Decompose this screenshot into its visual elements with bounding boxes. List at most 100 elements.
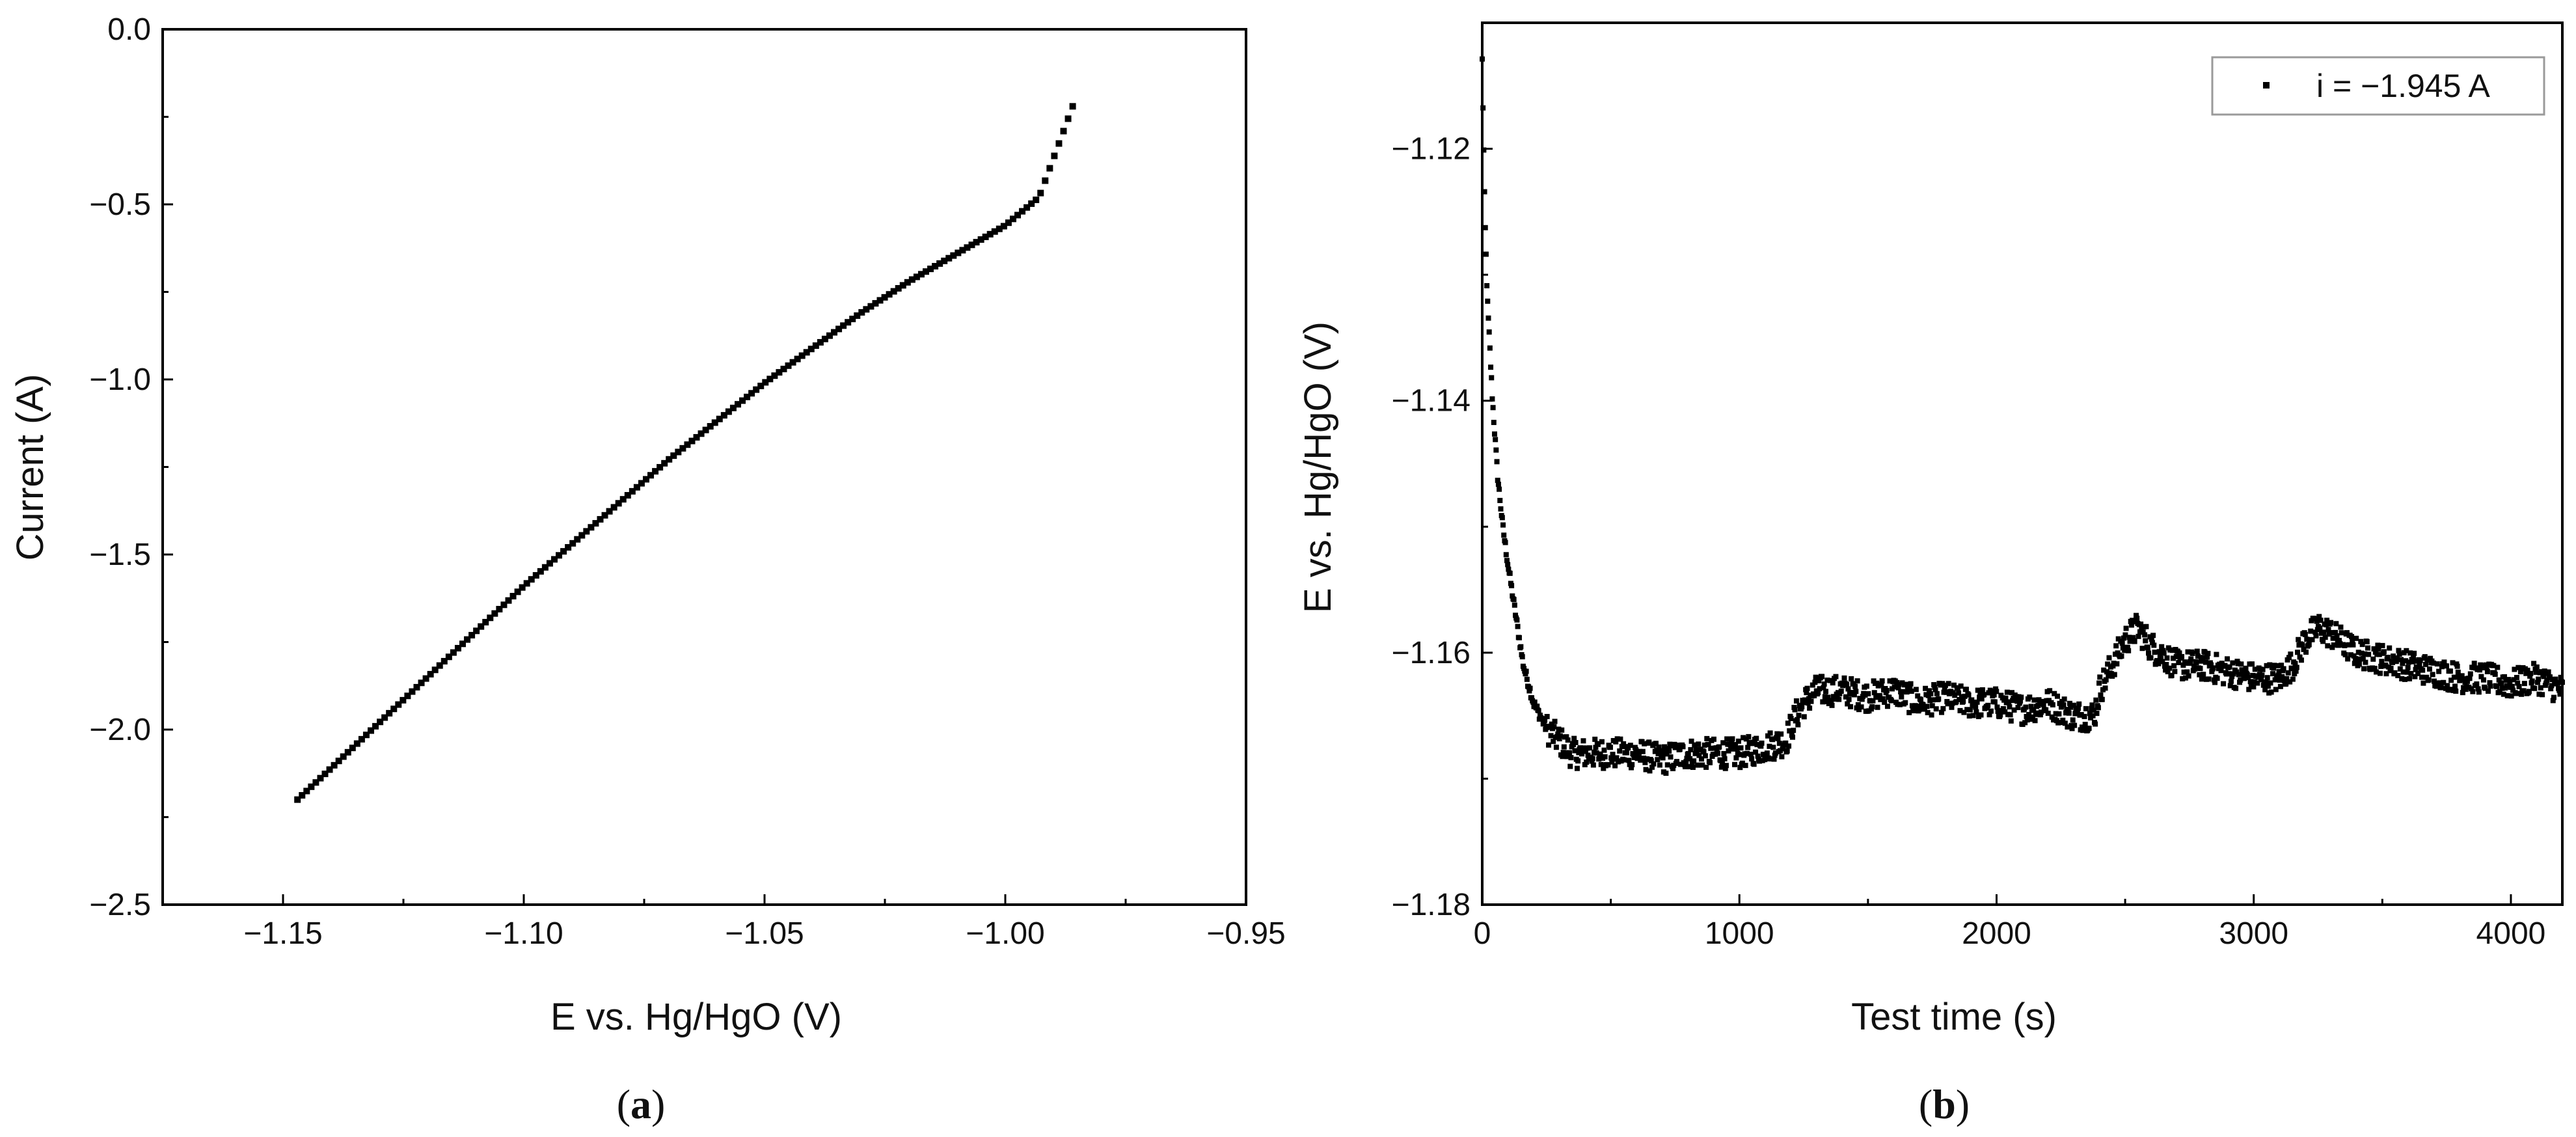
chart-b-data-point — [1656, 744, 1662, 750]
chart-a-data-point — [381, 714, 388, 721]
chart-b-data-point — [1991, 692, 1997, 698]
chart-b-data-point — [1660, 755, 1666, 761]
chart-a-data-point — [519, 584, 526, 591]
chart-b-data-point — [1614, 736, 1620, 742]
chart-b-data-point — [1903, 700, 1908, 705]
chart-b-data-point — [1801, 714, 1807, 720]
chart-a-data-point — [532, 572, 539, 579]
chart-b-data-point — [1548, 733, 1554, 739]
chart-b-data-point — [1759, 740, 1765, 746]
chart-b-data-point — [1981, 692, 1987, 698]
chart-a-data-point — [353, 740, 360, 747]
chart-a-data-point — [478, 623, 485, 630]
chart-b-data-point — [2160, 648, 2166, 653]
chart-b-data-point — [2534, 664, 2540, 670]
chart-b-data-point — [2184, 669, 2190, 675]
chart-b-legend: i = −1.945 A — [2211, 56, 2545, 116]
chart-a-data-point — [400, 696, 407, 704]
chart-b-data-point — [2451, 674, 2457, 680]
chart-b-data-point — [1851, 692, 1857, 698]
chart-b-data-point — [1704, 735, 1710, 741]
chart-b-data-point — [2482, 685, 2488, 691]
chart-b-data-point — [2242, 676, 2247, 681]
chart-b-data-point — [1737, 765, 1743, 771]
chart-b-data-point — [2238, 677, 2244, 683]
chart-b-data-point — [1823, 689, 1829, 694]
chart-b-data-point — [2544, 678, 2550, 683]
chart-b-data-point — [2444, 663, 2450, 669]
chart-b-data-point — [1552, 719, 1558, 724]
chart-b-data-point — [2197, 672, 2203, 678]
chart-b-data-point — [1507, 570, 1513, 576]
chart-a-data-point — [812, 342, 819, 349]
chart-b-data-point — [1598, 761, 1604, 767]
chart-b-data-point — [2202, 649, 2208, 655]
chart-a: −1.15 −1.10 −1.05 −1.00 −0.95 −2.5 −2.0 −1.5 −1… — [9, 12, 1286, 1127]
chart-b-data-point — [2377, 670, 2383, 676]
chart-b-data-point — [2517, 669, 2523, 675]
chart-a-data-point — [569, 540, 576, 547]
chart-b-data-point — [1501, 532, 1507, 538]
chart-a-data-point — [941, 257, 948, 264]
chart-b-data-point — [1720, 740, 1726, 746]
chart-b-data-point — [2027, 694, 2033, 700]
chart-b-data-point — [1792, 707, 1798, 713]
chart-b-data-point — [2477, 667, 2483, 673]
chart-b-data-point — [2271, 665, 2277, 671]
chart-b-data-point — [1986, 712, 1992, 718]
chart-b-data-point — [1504, 558, 1510, 564]
chart-b-data-point — [2478, 674, 2484, 679]
chart-b-data-point — [1668, 754, 1674, 760]
chart-b-data-point — [1627, 743, 1633, 748]
chart-b-data-point — [2314, 618, 2320, 624]
chart-b-data-point — [2480, 677, 2486, 683]
chart-b-data-point — [1683, 763, 1688, 769]
chart-b-data-point — [2227, 664, 2232, 670]
chart-b-data-point — [1795, 717, 1800, 722]
chart-b-data-point — [1585, 752, 1591, 758]
chart-b-data-point — [2412, 674, 2418, 679]
chart-b-data-point — [2233, 685, 2239, 691]
chart-a-data-point — [780, 365, 787, 372]
chart-b-data-point — [1961, 709, 1967, 715]
chart-b-data-point — [2467, 676, 2473, 681]
chart-b-data-point — [2201, 672, 2206, 678]
chart-b-data-point — [1751, 761, 1757, 767]
chart-b-data-point — [1617, 748, 1623, 754]
chart-b-data-point — [2158, 655, 2163, 661]
chart-b-data-point — [1862, 692, 1868, 698]
chart-b-data-point — [1791, 728, 1796, 733]
chart-b-data-point — [2417, 661, 2422, 667]
chart-b-data-point — [1822, 694, 1828, 700]
chart-b-data-point — [1614, 755, 1620, 761]
chart-b-data-point — [1921, 706, 1927, 712]
chart-a-data-point — [523, 580, 530, 587]
chart-b-data-point — [1895, 685, 1901, 691]
chart-b-data-point — [2509, 683, 2515, 689]
chart-b-data-point — [1750, 741, 1756, 747]
chart-a-data-point — [982, 233, 989, 240]
chart-a-data-point — [698, 430, 705, 437]
chart-b-data-point — [2526, 689, 2532, 694]
chart-b-data-point — [1916, 707, 1922, 713]
chart-b-data-point — [2176, 650, 2182, 656]
chart-b-data-point — [1838, 689, 1844, 694]
chart-b-data-point — [2355, 650, 2361, 655]
chart-b-data-point — [2135, 633, 2141, 639]
chart-b-data-point — [2391, 653, 2396, 659]
chart-b-data-point — [2053, 711, 2059, 717]
chart-a-y-axis: −2.5 −2.0 −1.5 −1.0 −0.5 0.0 — [89, 12, 173, 922]
chart-b-data-point — [1923, 685, 1929, 691]
chart-b-data-point — [1664, 762, 1670, 768]
chart-b-data-point — [2222, 663, 2228, 668]
chart-b-data-point — [1605, 762, 1611, 768]
chart-a-data-point — [326, 766, 333, 773]
chart-b-data-point — [2072, 722, 2078, 728]
chart-a-data-point — [482, 618, 489, 625]
chart-b-data-point — [2157, 653, 2163, 659]
chart-b-data-point — [2203, 659, 2208, 665]
chart-b-data-point — [1888, 698, 1894, 704]
chart-b-data-point — [2358, 638, 2364, 644]
chart-b-data-point — [1640, 748, 1646, 754]
chart-b-data-point — [1716, 744, 1722, 750]
